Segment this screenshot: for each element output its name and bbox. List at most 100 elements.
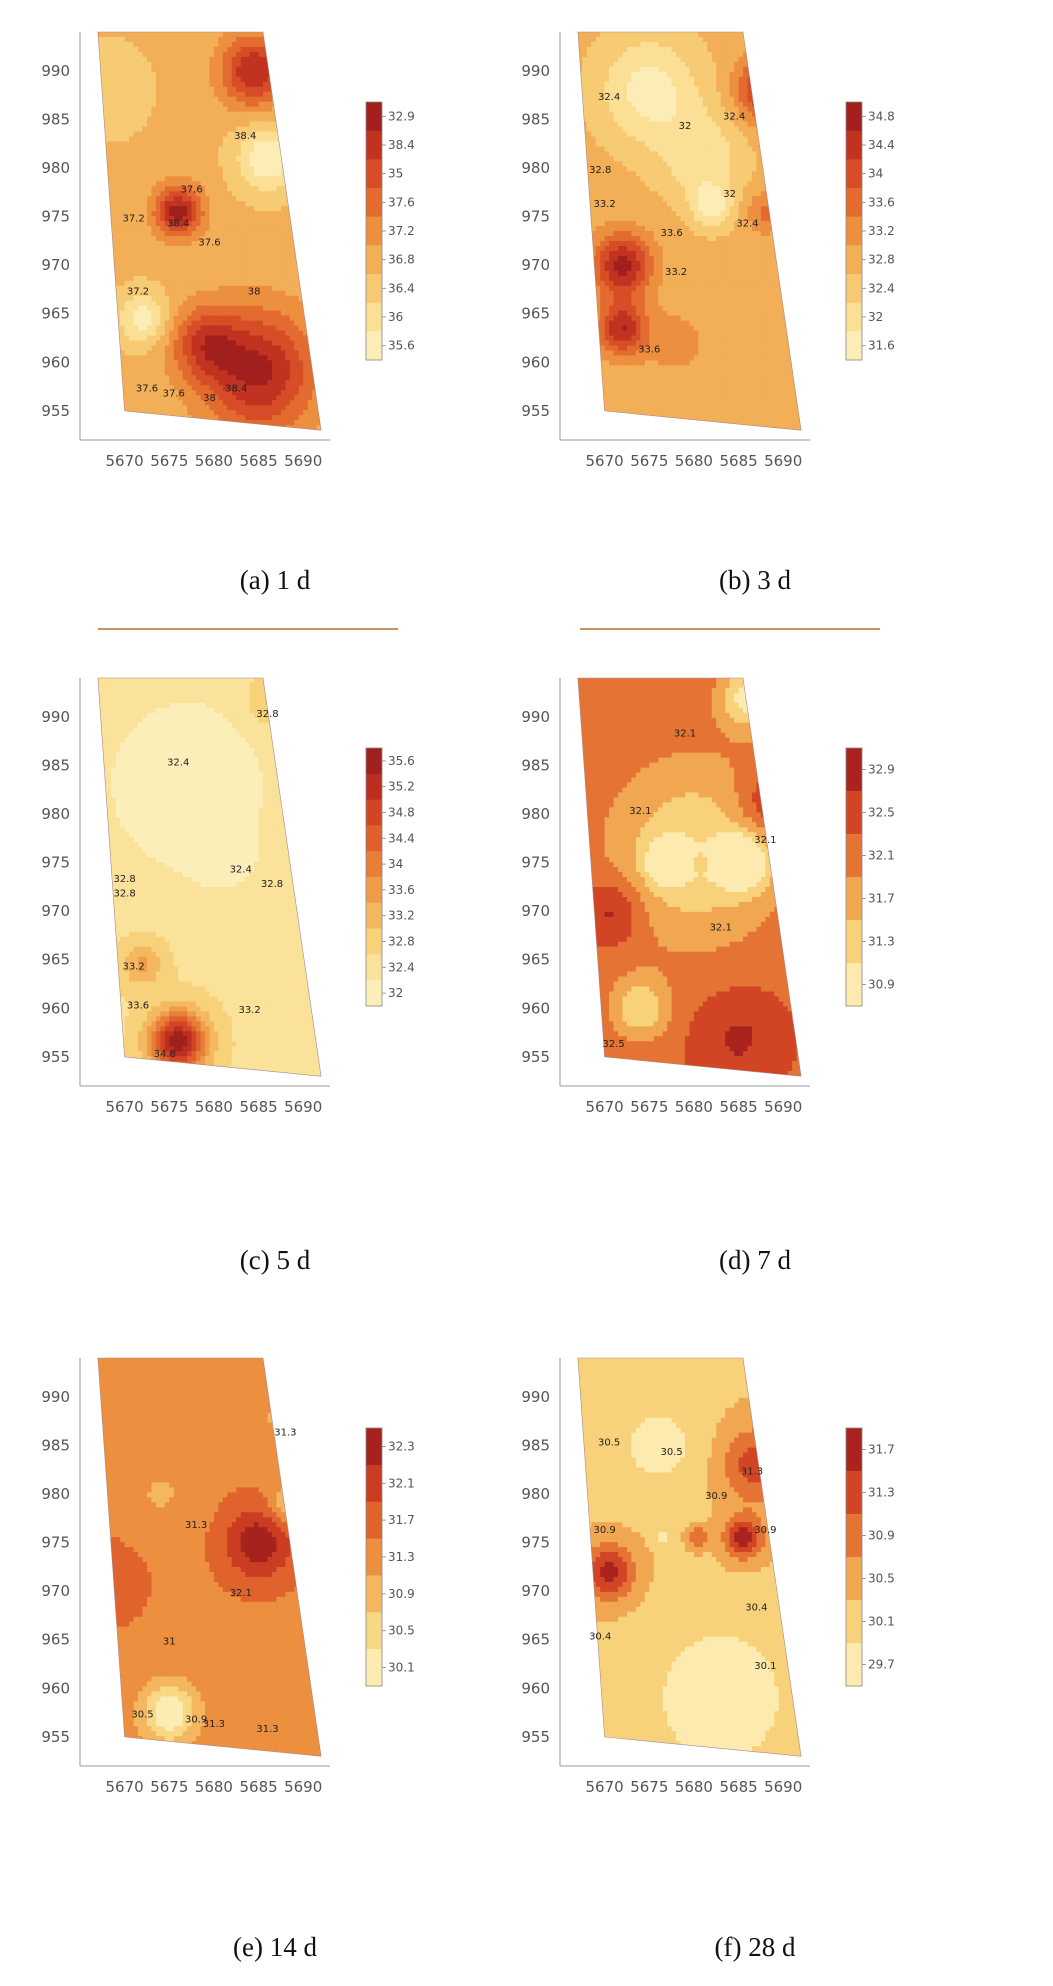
heat-cell [321, 151, 322, 157]
heat-cell [106, 335, 112, 342]
heat-cell [560, 82, 565, 88]
heat-cell [326, 331, 331, 337]
heat-cell [169, 375, 175, 381]
heat-cell [560, 92, 565, 98]
heat-cell [326, 400, 331, 406]
heat-cell [321, 280, 322, 287]
heat-cell [263, 325, 269, 332]
heat-cell [84, 360, 89, 366]
heat-cell [289, 201, 295, 207]
heat-cell [254, 395, 260, 401]
heat-cell [151, 196, 157, 202]
heat-cell [271, 176, 278, 182]
heat-cell [97, 161, 99, 167]
heat-cell [326, 256, 331, 262]
heat-cell [569, 276, 574, 282]
heat-cell [577, 176, 579, 182]
heat-cell [129, 176, 135, 182]
heat-cell [285, 211, 291, 217]
heat-cell [218, 131, 224, 138]
heat-cell [280, 325, 286, 332]
heat-cell [316, 240, 322, 247]
heat-cell [280, 131, 286, 138]
heat-cell [298, 91, 304, 98]
heat-cell [236, 86, 242, 93]
heat-cell [298, 51, 304, 58]
heat-cell [289, 345, 295, 352]
heat-cell [205, 81, 211, 88]
heat-cell [254, 315, 260, 322]
heat-cell [258, 240, 264, 247]
heat-cell [138, 81, 144, 88]
heat-cell [213, 71, 219, 78]
heat-cell [133, 325, 139, 332]
heat-cell [80, 355, 85, 361]
heat-cell [196, 290, 202, 297]
heat-cell [182, 385, 188, 391]
heat-cell [178, 86, 184, 93]
heat-cell [169, 151, 175, 157]
heat-cell [142, 196, 148, 202]
heat-cell [577, 385, 579, 391]
heat-cell [258, 186, 264, 192]
heat-cell [249, 290, 255, 297]
heat-cell [173, 36, 179, 43]
heat-cell [577, 236, 579, 242]
heat-cell [560, 226, 565, 232]
heat-cell [227, 240, 233, 247]
heat-cell [249, 216, 255, 222]
heat-cell [209, 385, 215, 391]
heat-cell [560, 236, 565, 242]
heat-cell [303, 91, 309, 98]
heat-cell [213, 166, 219, 172]
heat-cell [84, 141, 89, 147]
heat-cell [276, 216, 282, 222]
heat-cell [84, 82, 89, 88]
heat-cell [178, 240, 184, 247]
heat-cell [577, 96, 579, 103]
heat-cell [169, 32, 175, 38]
heat-cell [218, 345, 224, 352]
heat-cell [97, 265, 99, 272]
heat-cell [164, 221, 170, 227]
heat-cell [236, 146, 242, 153]
heat-cell [115, 265, 121, 272]
heat-cell [120, 395, 126, 401]
heat-cell [227, 186, 233, 192]
heat-cell [146, 400, 153, 406]
heat-cell [254, 86, 260, 93]
heat-cell [564, 127, 569, 133]
heat-cell [89, 336, 94, 342]
heat-cell [236, 116, 242, 123]
heat-cell [84, 365, 89, 371]
heat-cell [577, 300, 579, 307]
heat-cell [133, 91, 139, 98]
heat-cell [191, 405, 197, 411]
heat-cell [218, 196, 224, 202]
colorbar-segment [366, 302, 382, 332]
heat-cell [245, 111, 251, 118]
heat-cell [249, 325, 255, 332]
heat-cell [164, 405, 170, 411]
heat-cell [115, 231, 121, 237]
heat-cell [138, 275, 144, 282]
heat-cell [298, 146, 304, 153]
heat-cell [138, 365, 144, 371]
heat-cell [97, 280, 99, 287]
heat-cell [227, 245, 233, 252]
heat-cell [307, 141, 313, 148]
heat-cell [213, 275, 219, 282]
heat-cell [106, 146, 112, 153]
heat-cell [560, 171, 565, 177]
heat-cell [222, 290, 228, 297]
heat-cell [298, 255, 304, 262]
heat-cell [97, 385, 99, 391]
heat-cell [213, 181, 219, 187]
heat-cell [564, 181, 569, 187]
heat-cell [316, 415, 322, 421]
heat-cell [294, 101, 300, 108]
heat-cell [111, 221, 117, 227]
heat-cell [169, 310, 175, 317]
heat-cell [254, 66, 260, 73]
heat-cell [115, 66, 121, 73]
